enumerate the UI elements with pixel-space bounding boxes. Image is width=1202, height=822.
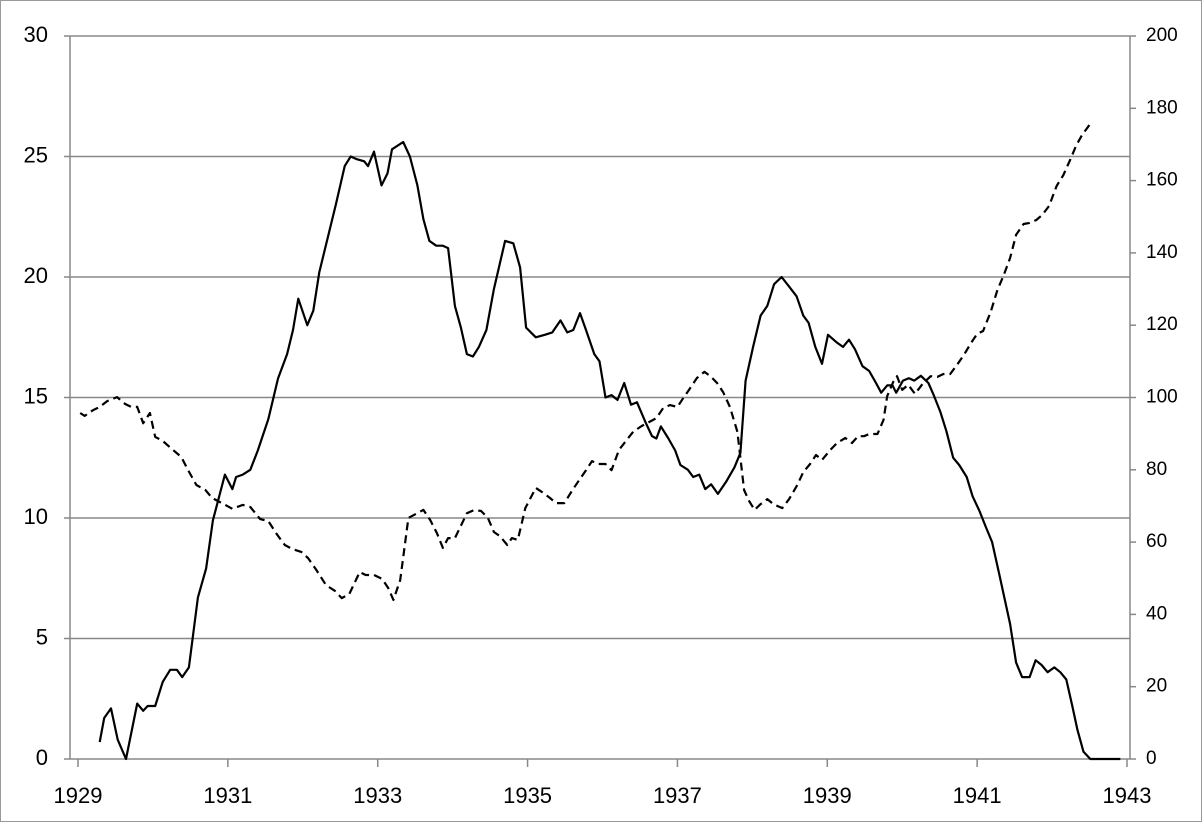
y2-tick-label: 0 (1146, 748, 1157, 769)
x-tick-label: 1939 (803, 783, 852, 808)
x-tick-label: 1933 (353, 783, 402, 808)
y-tick-label: 30 (24, 22, 48, 47)
x-tick-label: 1937 (653, 783, 702, 808)
x-tick-label: 1935 (503, 783, 552, 808)
y2-tick-label: 200 (1146, 25, 1178, 46)
y-tick-label: 5 (36, 624, 48, 649)
x-tick-label: 1931 (203, 783, 252, 808)
y-tick-label: 0 (36, 745, 48, 770)
x-tick-label: 1941 (953, 783, 1002, 808)
y2-tick-label: 180 (1146, 97, 1178, 118)
y2-tick-label: 20 (1146, 676, 1167, 697)
y2-tick-label: 80 (1146, 459, 1167, 480)
y2-tick-label: 140 (1146, 242, 1178, 263)
y2-tick-label: 100 (1146, 387, 1178, 408)
y-tick-label: 20 (24, 263, 48, 288)
data-line (79, 124, 1091, 601)
y-tick-label: 10 (24, 504, 48, 529)
y2-tick-label: 160 (1146, 170, 1178, 191)
y-tick-label: 25 (24, 142, 48, 167)
y2-tick-label: 40 (1146, 603, 1167, 624)
data-line (98, 140, 1121, 761)
y2-tick-label: 60 (1146, 531, 1167, 552)
y-tick-label: 15 (24, 383, 48, 408)
x-tick-label: 1943 (1103, 783, 1152, 808)
y2-tick-label: 120 (1146, 314, 1178, 335)
x-tick-label: 1929 (54, 783, 103, 808)
